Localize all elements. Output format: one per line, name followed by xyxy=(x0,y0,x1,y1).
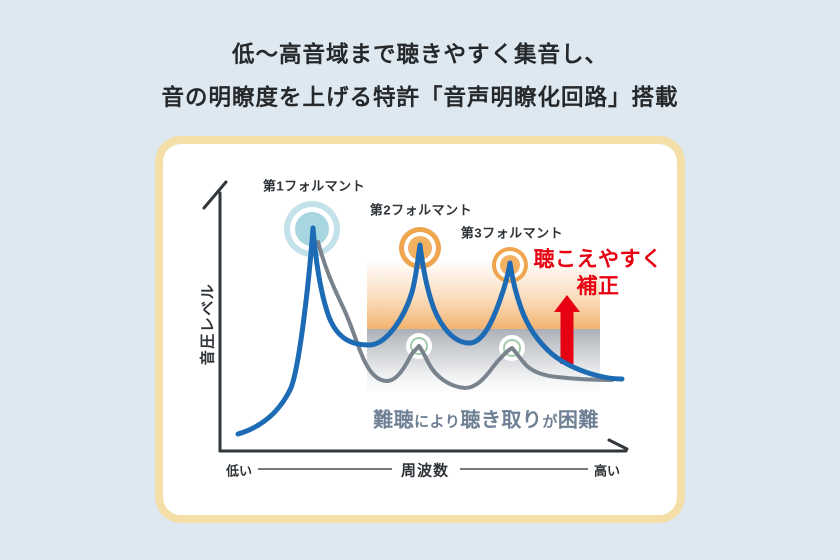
x-axis-label: 周波数 xyxy=(400,462,450,480)
hearing-loss-curve xyxy=(316,240,614,390)
chart-card: 音圧レベル 第1フォルマント 第2フォルマント 第3フォルマント 聴こえやすく … xyxy=(155,136,685,523)
formant1-label: 第1フォルマント xyxy=(262,178,366,194)
correction-up-arrow-icon xyxy=(554,295,580,364)
correction-note-line-2: 補正 xyxy=(576,275,620,298)
correction-note: 聴こえやすく 補正 xyxy=(534,246,663,300)
formant-chart-canvas xyxy=(202,180,629,470)
headline-line-1: 低〜高音域まで聴きやすく集音し、 xyxy=(231,42,608,67)
formant3-label: 第3フォルマント xyxy=(460,225,564,241)
headline-line-2: 音の明瞭度を上げる特許「音声明瞭化回路」搭載 xyxy=(161,85,679,110)
headline: 低〜高音域まで聴きやすく集音し、 音の明瞭度を上げる特許「音声明瞭化回路」搭載 xyxy=(0,33,840,119)
hearing-difficulty-note: 難聴により聴き取りが困難 xyxy=(373,409,599,432)
y-axis-arrowhead-icon xyxy=(202,180,228,210)
corrected-sound-curve xyxy=(235,225,625,437)
formant2-label: 第2フォルマント xyxy=(369,202,473,218)
x-axis-arrowhead-icon xyxy=(607,438,629,451)
formant-chart: 音圧レベル 第1フォルマント 第2フォルマント 第3フォルマント 聴こえやすく … xyxy=(163,144,677,515)
x-axis-low-label: 低い xyxy=(225,463,253,479)
correction-note-line-1: 聴こえやすく xyxy=(533,248,663,271)
y-axis-label: 音圧レベル xyxy=(199,282,217,366)
x-axis-high-label: 高い xyxy=(593,463,621,479)
